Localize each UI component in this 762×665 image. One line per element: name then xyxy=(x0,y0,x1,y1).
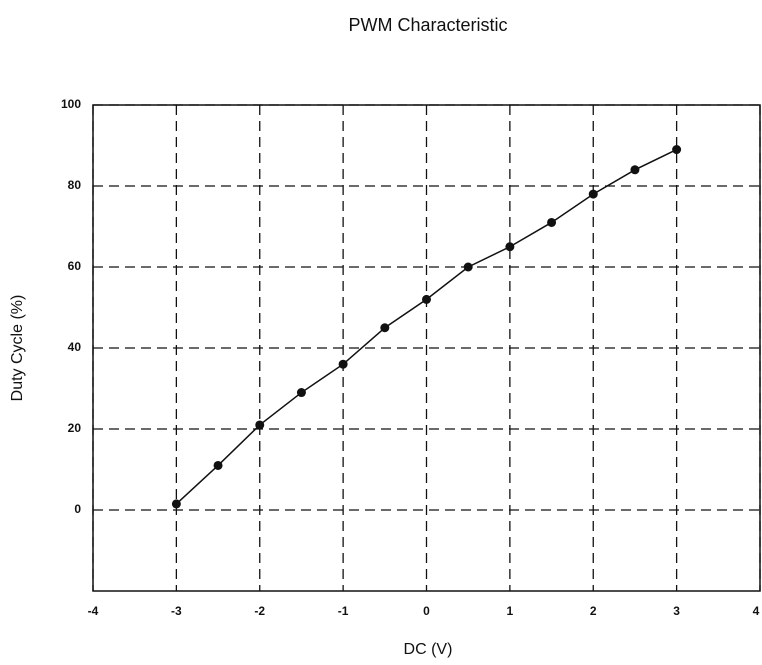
data-point xyxy=(505,242,515,252)
y-tick-label: 100 xyxy=(61,97,81,111)
x-tick-label: -4 xyxy=(88,604,99,618)
data-point xyxy=(296,388,306,398)
x-tick-label: 0 xyxy=(423,604,430,618)
y-tick-label: 60 xyxy=(68,259,82,273)
data-point xyxy=(255,420,265,430)
x-tick-label: 4 xyxy=(753,604,760,618)
data-point xyxy=(213,460,223,470)
data-point xyxy=(588,189,598,199)
y-axis-label: Duty Cycle (%) xyxy=(9,295,26,402)
x-axis-label: DC (V) xyxy=(404,641,453,658)
x-tick-label: 3 xyxy=(673,604,680,618)
data-point xyxy=(338,359,348,369)
y-tick-label: 80 xyxy=(68,178,82,192)
y-tick-label: 40 xyxy=(68,340,82,354)
data-point xyxy=(171,499,181,509)
x-tick-label: 1 xyxy=(507,604,514,618)
data-point xyxy=(547,217,557,227)
data-point xyxy=(630,165,640,175)
x-tick-label: 2 xyxy=(590,604,597,618)
x-tick-label: -2 xyxy=(254,604,265,618)
data-point xyxy=(422,294,431,304)
x-tick-label: -1 xyxy=(338,604,349,618)
data-point xyxy=(463,262,473,272)
data-point xyxy=(672,145,682,155)
y-tick-label: 20 xyxy=(68,421,82,435)
chart-title: PWM Characteristic xyxy=(348,15,507,35)
data-point xyxy=(380,323,390,333)
y-tick-label: 0 xyxy=(74,502,81,516)
x-tick-label: -3 xyxy=(171,604,182,618)
